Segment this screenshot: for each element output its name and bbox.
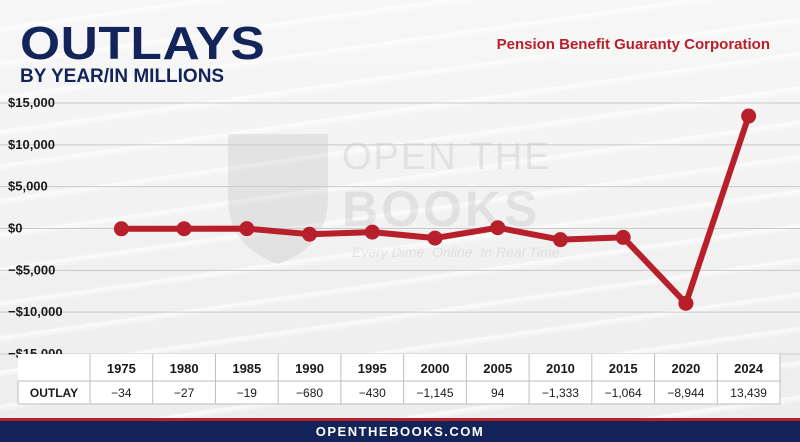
- table-cell-value: −1,333: [542, 386, 579, 400]
- line-chart: $15,000$10,000$5,000$0−$5,000−$10,000−$1…: [0, 95, 800, 405]
- table-background: [18, 354, 780, 404]
- data-point: [113, 221, 129, 237]
- data-point: [615, 229, 631, 245]
- x-tick-label: 2010: [546, 361, 575, 376]
- x-tick-label: 2020: [671, 361, 700, 376]
- y-axis-ticks: $15,000$10,000$5,000$0−$5,000−$10,000−$1…: [8, 95, 63, 361]
- data-point: [176, 221, 192, 237]
- x-tick-label: 1975: [107, 361, 136, 376]
- table-cell-value: −8,944: [667, 386, 704, 400]
- data-point: [364, 224, 380, 240]
- y-tick-label: $15,000: [8, 95, 55, 110]
- x-tick-label: 2000: [421, 361, 450, 376]
- watermark-tagline: Every Dime. Online. In Real Time.: [352, 244, 564, 260]
- series-line: [118, 113, 752, 307]
- background: [0, 0, 800, 420]
- data-table: OUTLAY 1975 −34 1980 −27 1985 −19 1990 −680 1995 −…: [17, 354, 781, 405]
- table-cell-value: 13,439: [730, 386, 767, 400]
- x-tick-label: 2005: [483, 361, 512, 376]
- y-tick-label: −$10,000: [8, 304, 63, 319]
- x-tick-label: 1985: [232, 361, 261, 376]
- y-tick-label: −$5,000: [8, 262, 55, 277]
- table-cell-value: −1,145: [416, 386, 453, 400]
- table-cell-value: 94: [491, 386, 505, 400]
- chart-title: OUTLAYS: [20, 17, 266, 69]
- table-row-label: OUTLAY: [30, 386, 78, 400]
- x-tick-label: 1980: [170, 361, 199, 376]
- footer-bar: OPENTHEBOOKS.COM: [0, 418, 800, 442]
- series-points: [113, 108, 757, 311]
- y-tick-label: $10,000: [8, 137, 55, 152]
- footer-site-link[interactable]: OPENTHEBOOKS.COM: [315, 424, 485, 439]
- data-point: [552, 232, 568, 248]
- series-line-path: [118, 113, 752, 307]
- data-point: [678, 295, 694, 311]
- watermark-line1: OPEN THE: [342, 136, 552, 178]
- data-point: [490, 220, 506, 236]
- y-tick-label: $5,000: [8, 179, 48, 194]
- agency-name: Pension Benefit Guaranty Corporation: [496, 36, 770, 53]
- x-tick-label: 2024: [734, 361, 764, 376]
- x-tick-label: 1990: [295, 361, 324, 376]
- table-cell-value: −27: [174, 386, 195, 400]
- data-point: [427, 230, 443, 246]
- table-cell-value: −680: [296, 386, 323, 400]
- table-cell-value: −34: [111, 386, 132, 400]
- y-tick-label: $0: [8, 221, 22, 236]
- table-cell-value: −19: [237, 386, 258, 400]
- table-cell-value: −1,064: [605, 386, 642, 400]
- x-tick-label: 1995: [358, 361, 387, 376]
- data-point: [239, 221, 255, 237]
- data-point: [302, 226, 318, 242]
- data-point: [741, 108, 757, 124]
- chart-subtitle: BY YEAR/IN MILLIONS: [20, 66, 225, 87]
- table-cell-value: −430: [359, 386, 386, 400]
- x-tick-label: 2015: [609, 361, 638, 376]
